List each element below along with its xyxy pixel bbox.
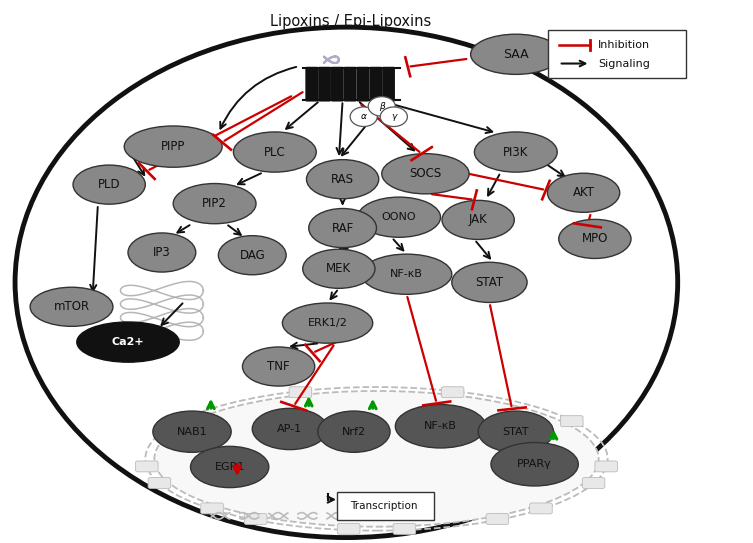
Ellipse shape bbox=[361, 254, 452, 294]
Ellipse shape bbox=[559, 219, 631, 258]
Text: JAK: JAK bbox=[469, 213, 487, 226]
Text: α: α bbox=[361, 112, 367, 121]
Circle shape bbox=[350, 107, 377, 127]
FancyBboxPatch shape bbox=[319, 67, 331, 102]
Ellipse shape bbox=[547, 173, 620, 212]
FancyBboxPatch shape bbox=[343, 67, 357, 102]
Text: NF-κB: NF-κB bbox=[424, 421, 457, 431]
Text: NF-κB: NF-κB bbox=[390, 269, 423, 279]
FancyBboxPatch shape bbox=[393, 523, 416, 534]
Ellipse shape bbox=[242, 347, 315, 386]
Text: STAT: STAT bbox=[475, 276, 504, 289]
Ellipse shape bbox=[395, 405, 486, 448]
Text: PLD: PLD bbox=[98, 178, 120, 191]
Ellipse shape bbox=[318, 411, 390, 452]
Ellipse shape bbox=[478, 411, 553, 452]
FancyBboxPatch shape bbox=[529, 503, 552, 514]
Text: OONO: OONO bbox=[382, 212, 416, 222]
FancyBboxPatch shape bbox=[306, 67, 319, 102]
Text: Ca2+: Ca2+ bbox=[111, 337, 145, 347]
Text: RAF: RAF bbox=[331, 222, 354, 235]
Ellipse shape bbox=[309, 209, 376, 248]
Circle shape bbox=[380, 107, 407, 127]
FancyBboxPatch shape bbox=[548, 30, 686, 78]
FancyBboxPatch shape bbox=[560, 416, 583, 427]
FancyBboxPatch shape bbox=[486, 514, 508, 525]
Ellipse shape bbox=[252, 408, 328, 450]
FancyBboxPatch shape bbox=[383, 67, 395, 102]
Text: PLC: PLC bbox=[264, 146, 285, 159]
Ellipse shape bbox=[491, 443, 578, 486]
Text: IP3: IP3 bbox=[153, 246, 171, 259]
FancyBboxPatch shape bbox=[582, 477, 605, 488]
Text: Transcription: Transcription bbox=[350, 501, 418, 511]
Ellipse shape bbox=[303, 249, 375, 288]
Text: Inhibition: Inhibition bbox=[598, 40, 650, 50]
Text: TNF: TNF bbox=[267, 360, 290, 373]
FancyBboxPatch shape bbox=[337, 492, 434, 520]
FancyBboxPatch shape bbox=[201, 503, 224, 514]
Ellipse shape bbox=[358, 197, 441, 237]
Text: SOCS: SOCS bbox=[410, 167, 441, 180]
Text: AP-1: AP-1 bbox=[277, 424, 303, 434]
Ellipse shape bbox=[306, 160, 379, 199]
Ellipse shape bbox=[382, 154, 469, 194]
Text: PIPP: PIPP bbox=[161, 140, 185, 153]
Text: MPO: MPO bbox=[581, 232, 608, 245]
Text: PI3K: PI3K bbox=[503, 146, 529, 159]
Text: Signaling: Signaling bbox=[598, 59, 650, 68]
Text: AKT: AKT bbox=[572, 186, 595, 199]
Ellipse shape bbox=[191, 446, 269, 488]
Ellipse shape bbox=[173, 184, 256, 224]
Ellipse shape bbox=[233, 132, 316, 172]
FancyBboxPatch shape bbox=[136, 461, 158, 472]
Text: β: β bbox=[379, 102, 385, 111]
Text: EGR1: EGR1 bbox=[215, 462, 245, 472]
FancyBboxPatch shape bbox=[148, 477, 171, 488]
Text: DAG: DAG bbox=[239, 249, 265, 262]
FancyBboxPatch shape bbox=[370, 67, 383, 102]
Ellipse shape bbox=[73, 165, 145, 204]
Text: Lipoxins / Epi-Lipoxins: Lipoxins / Epi-Lipoxins bbox=[270, 14, 431, 29]
Text: γ: γ bbox=[391, 112, 397, 121]
Ellipse shape bbox=[15, 27, 678, 538]
Ellipse shape bbox=[153, 411, 231, 452]
Ellipse shape bbox=[124, 126, 222, 167]
Text: RAS: RAS bbox=[331, 173, 354, 186]
FancyBboxPatch shape bbox=[289, 387, 312, 397]
Text: mTOR: mTOR bbox=[53, 300, 90, 313]
Ellipse shape bbox=[154, 391, 599, 527]
FancyBboxPatch shape bbox=[595, 461, 617, 472]
Ellipse shape bbox=[128, 233, 196, 272]
FancyBboxPatch shape bbox=[245, 514, 267, 525]
FancyBboxPatch shape bbox=[331, 67, 343, 102]
Ellipse shape bbox=[471, 34, 561, 74]
FancyBboxPatch shape bbox=[441, 387, 464, 397]
Circle shape bbox=[368, 97, 395, 116]
Text: ERK1/2: ERK1/2 bbox=[308, 318, 347, 328]
Text: PIP2: PIP2 bbox=[202, 197, 227, 210]
Text: NAB1: NAB1 bbox=[177, 427, 207, 437]
Ellipse shape bbox=[30, 287, 113, 326]
Ellipse shape bbox=[452, 262, 527, 302]
FancyBboxPatch shape bbox=[337, 523, 360, 534]
Ellipse shape bbox=[77, 322, 179, 362]
Ellipse shape bbox=[474, 132, 557, 172]
Text: SAA: SAA bbox=[503, 48, 529, 61]
FancyBboxPatch shape bbox=[357, 67, 370, 102]
Text: PPARγ: PPARγ bbox=[517, 459, 552, 469]
FancyBboxPatch shape bbox=[170, 416, 193, 427]
Text: Nrf2: Nrf2 bbox=[342, 427, 366, 437]
Ellipse shape bbox=[442, 200, 514, 239]
Text: STAT: STAT bbox=[502, 427, 529, 437]
Ellipse shape bbox=[282, 303, 373, 343]
Text: MEK: MEK bbox=[326, 262, 352, 275]
Ellipse shape bbox=[218, 236, 286, 275]
